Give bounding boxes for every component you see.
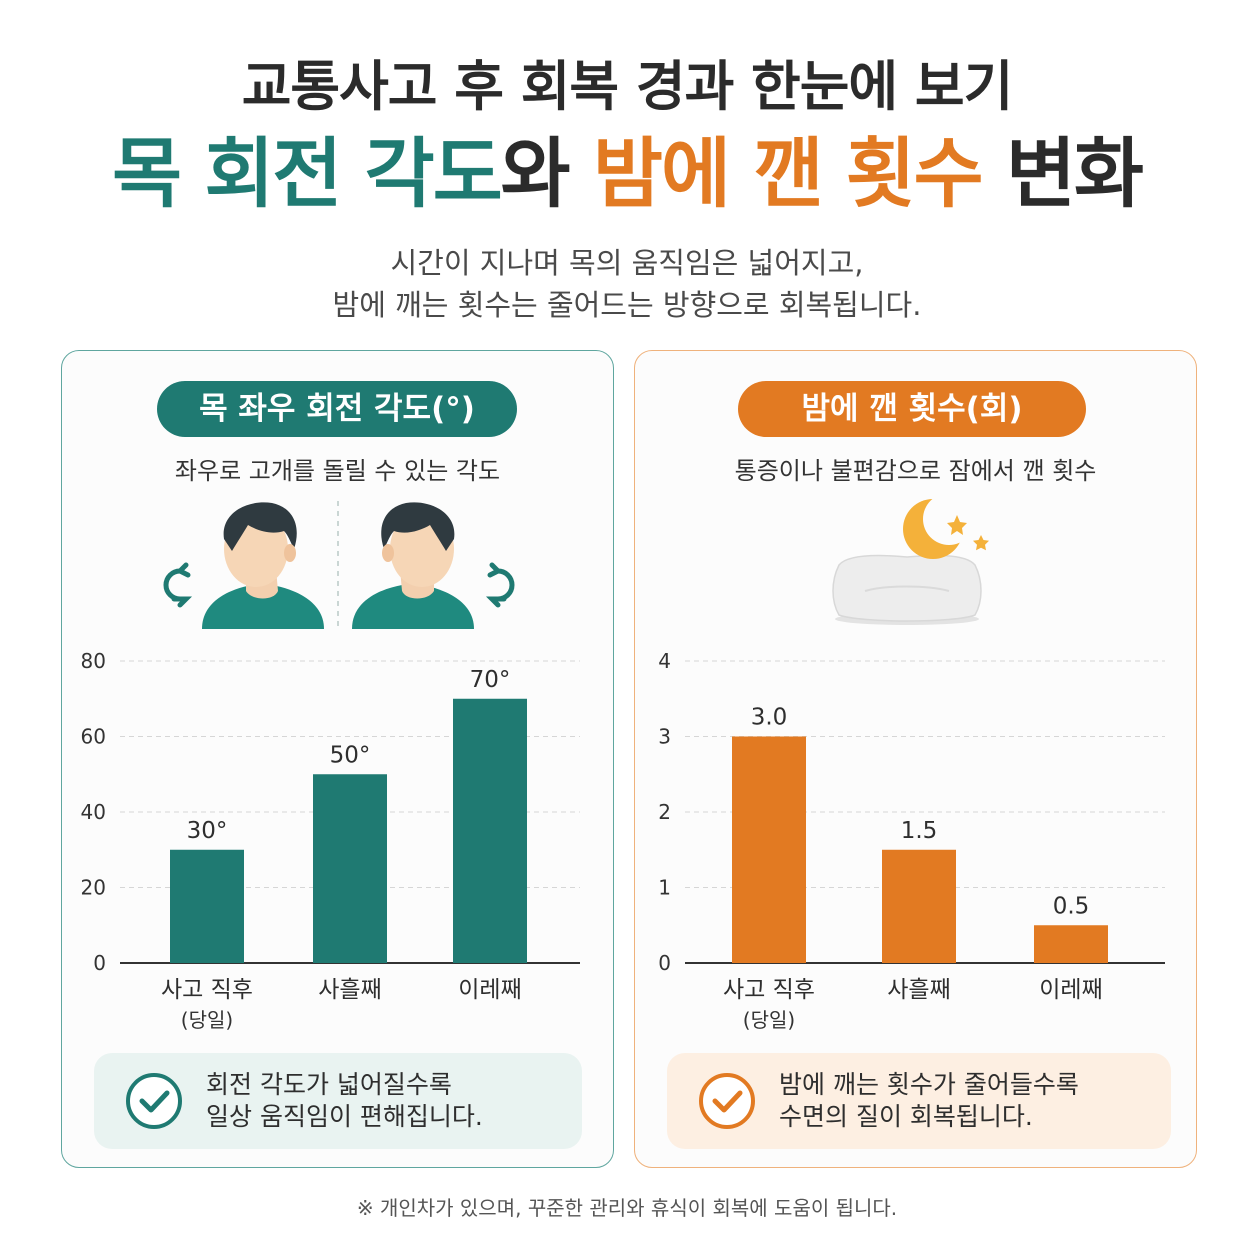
- y-tick-label: 0: [93, 951, 106, 975]
- y-tick-label: 40: [81, 800, 106, 824]
- y-tick-label: 2: [658, 800, 671, 824]
- y-tick-label: 3: [658, 725, 671, 749]
- note-line-2: 수면의 질이 회복됩니다.: [779, 1102, 1033, 1131]
- headline-part-sleep: 밤에 깬 횟수: [593, 129, 984, 218]
- y-tick-label: 60: [81, 725, 106, 749]
- star-icon-small: [973, 535, 989, 551]
- head-turn-right-illustration: [352, 502, 474, 629]
- note-text: 회전 각도가 넓어질수록 일상 움직임이 편해집니다.: [206, 1069, 483, 1133]
- star-icon: [947, 515, 967, 535]
- category-label: 이레째: [1039, 977, 1102, 1003]
- note-line-1: 회전 각도가 넓어질수록: [206, 1070, 452, 1099]
- category-sublabel: (당일): [743, 1008, 795, 1032]
- bar: [453, 698, 527, 963]
- neck-rotation-note: 회전 각도가 넓어질수록 일상 움직임이 편해집니다.: [94, 1053, 582, 1149]
- bar: [732, 736, 806, 963]
- category-sublabel: (당일): [181, 1008, 233, 1032]
- y-tick-label: 20: [81, 876, 106, 900]
- note-line-1: 밤에 깨는 횟수가 줄어들수록: [779, 1070, 1079, 1099]
- note-text: 밤에 깨는 횟수가 줄어들수록 수면의 질이 회복됩니다.: [779, 1069, 1079, 1133]
- category-label: 사흘째: [318, 977, 381, 1003]
- night-waking-chart: 0 1 2 3 4 3.0 사고 직후 (당일) 1.5 사흘째 0.5 이레째: [658, 649, 1165, 1032]
- footer-note: ※ 개인차가 있으며, 꾸준한 관리와 휴식이 회복에 도움이 됩니다.: [356, 1196, 898, 1220]
- y-tick-label: 4: [658, 649, 671, 673]
- subtitle: 시간이 지나며 목의 움직임은 넓어지고, 밤에 깨는 횟수는 줄어드는 방향으…: [0, 242, 1254, 326]
- category-label: 사고 직후: [723, 977, 815, 1003]
- bar: [882, 849, 956, 963]
- pillow-icon: [832, 554, 982, 625]
- pillow-moon-illustration: [832, 493, 989, 625]
- data-label: 50°: [330, 742, 371, 768]
- data-label: 70°: [470, 667, 511, 693]
- night-waking-pill: 밤에 깬 횟수(회): [738, 381, 1086, 437]
- page-title: 교통사고 후 회복 경과 한눈에 보기: [241, 55, 1014, 118]
- header: 교통사고 후 회복 경과 한눈에 보기 목 회전 각도와 밤에 깬 횟수 변화 …: [0, 52, 1254, 326]
- night-waking-note: 밤에 깨는 횟수가 줄어들수록 수면의 질이 회복됩니다.: [667, 1053, 1171, 1149]
- headline-part-neck: 목 회전 각도: [112, 129, 503, 218]
- y-tick-label: 1: [658, 876, 671, 900]
- data-label: 30°: [187, 818, 228, 844]
- neck-rotation-pill: 목 좌우 회전 각도(°): [157, 381, 517, 437]
- bar: [1034, 925, 1108, 963]
- y-tick-label: 80: [81, 649, 106, 673]
- night-waking-description: 통증이나 불편감으로 잠에서 깬 횟수: [734, 457, 1097, 485]
- headline-part-and: 와: [500, 129, 594, 218]
- night-waking-panel: 밤에 깬 횟수(회) 통증이나 불편감으로 잠에서 깬 횟수 0 1 2 3 4 3.0 사…: [634, 350, 1197, 1168]
- subtitle-line-1: 시간이 지나며 목의 움직임은 넓어지고,: [390, 246, 864, 280]
- data-label: 3.0: [751, 705, 788, 731]
- bar: [313, 774, 387, 963]
- note-line-2: 일상 움직임이 편해집니다.: [206, 1102, 483, 1131]
- rotate-right-icon: [485, 562, 515, 608]
- neck-rotation-chart: 0 20 40 60 80 30° 사고 직후 (당일) 50° 사흘째 70° 이레째: [81, 649, 580, 1032]
- category-label: 이레째: [458, 977, 521, 1003]
- headline-part-change: 변화: [981, 129, 1144, 218]
- rotate-left-icon: [163, 562, 193, 608]
- category-label: 사흘째: [887, 977, 950, 1003]
- data-label: 1.5: [901, 818, 938, 844]
- category-label: 사고 직후: [161, 977, 253, 1003]
- page-headline: 목 회전 각도와 밤에 깬 횟수 변화: [0, 126, 1254, 222]
- check-circle-icon: [699, 1073, 755, 1129]
- check-circle-icon: [126, 1073, 182, 1129]
- moon-icon: [903, 493, 975, 559]
- bar: [170, 849, 244, 963]
- y-tick-label: 0: [658, 951, 671, 975]
- data-label: 0.5: [1053, 893, 1090, 919]
- subtitle-line-2: 밤에 깨는 횟수는 줄어드는 방향으로 회복됩니다.: [332, 288, 922, 322]
- neck-rotation-panel: 목 좌우 회전 각도(°) 좌우로 고개를 돌릴 수 있는 각도: [61, 350, 614, 1168]
- neck-rotation-description: 좌우로 고개를 돌릴 수 있는 각도: [174, 457, 501, 485]
- head-turn-left-illustration: [202, 502, 324, 629]
- neck-rotation-illustration: [163, 501, 515, 629]
